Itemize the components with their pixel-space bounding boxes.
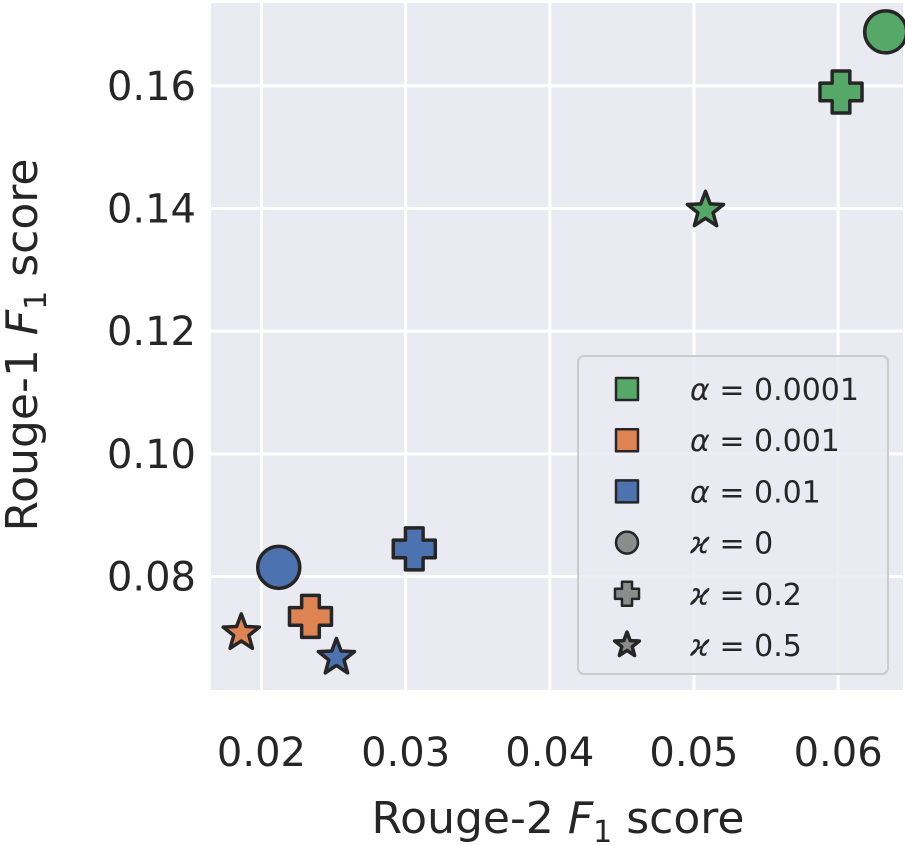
legend-equals: = — [710, 527, 754, 562]
y-tick-label: 0.10 — [107, 432, 196, 478]
data-points — [221, 9, 905, 675]
legend-value: 0.01 — [754, 475, 821, 510]
data-point-circle — [256, 544, 302, 591]
legend-symbol: ϰ — [689, 578, 710, 613]
y-tick-label: 0.08 — [107, 555, 196, 601]
legend-marker-square — [614, 376, 640, 402]
legend-symbol: ϰ — [689, 629, 710, 664]
legend-equals: = — [710, 578, 754, 613]
y-axis-label: Rouge-1 F1 score — [0, 159, 54, 532]
x-tick-label: 0.06 — [794, 730, 883, 776]
legend-label: α = 0.01 — [690, 475, 821, 510]
legend-label: α = 0.001 — [690, 424, 840, 459]
legend-label: ϰ = 0.5 — [689, 629, 802, 664]
legend-equals: = — [710, 373, 754, 408]
legend-symbol: α — [690, 424, 710, 459]
legend-label: ϰ = 0 — [689, 527, 773, 562]
y-tick-label: 0.14 — [107, 186, 196, 232]
legend-marker-square — [614, 427, 640, 453]
legend-marker-star — [612, 630, 642, 658]
legend-value: 0.0001 — [754, 373, 859, 408]
x-tick-label: 0.05 — [649, 730, 738, 776]
data-point-plus — [391, 526, 438, 572]
legend-equals: = — [710, 424, 754, 459]
legend-marker-plus — [613, 580, 641, 608]
y-tick-labels: 0.08 0.10 0.12 0.14 0.16 — [107, 64, 196, 601]
legend-label: α = 0.0001 — [690, 373, 859, 408]
data-point-star — [685, 189, 726, 228]
x-tick-label: 0.03 — [361, 730, 450, 776]
legend-value: 0 — [754, 527, 773, 562]
legend-value: 0.2 — [754, 578, 802, 613]
legend-marker-circle — [614, 530, 640, 555]
data-point-plus — [287, 593, 334, 640]
legend-equals: = — [710, 629, 754, 664]
x-tick-label: 0.04 — [505, 730, 594, 776]
data-point-circle — [862, 9, 905, 55]
y-tick-label: 0.12 — [107, 309, 196, 355]
legend-label: ϰ = 0.2 — [689, 578, 802, 613]
legend-value: 0.001 — [754, 424, 840, 459]
legend-frame — [577, 355, 889, 675]
data-point-star — [316, 636, 357, 675]
data-point-plus — [818, 69, 864, 115]
x-tick-labels: 0.02 0.03 0.04 0.05 0.06 — [217, 730, 883, 776]
y-tick-label: 0.16 — [107, 64, 196, 110]
data-point-star — [221, 612, 262, 651]
x-axis-label: Rouge-2 F1 score — [372, 793, 745, 845]
legend-symbol: ϰ — [689, 527, 710, 562]
x-tick-label: 0.02 — [217, 730, 306, 776]
legend-equals: = — [710, 475, 754, 510]
legend-value: 0.5 — [754, 629, 802, 664]
legend-symbol: α — [690, 373, 710, 408]
legend-marker-square — [614, 479, 640, 504]
legend-symbol: α — [690, 475, 710, 510]
